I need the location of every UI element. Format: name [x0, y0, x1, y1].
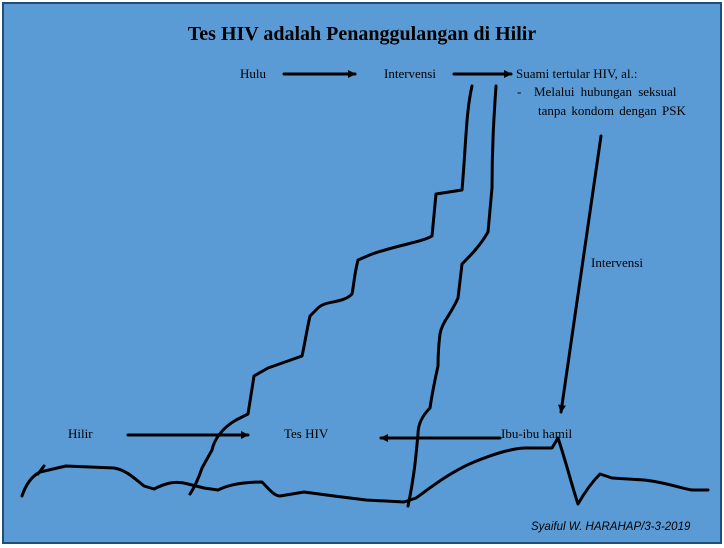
label-hulu: Hulu	[240, 66, 266, 81]
ground-tick	[36, 464, 46, 476]
river-right-bank	[406, 84, 498, 508]
label-tes-hiv: Tes HIV	[284, 426, 329, 441]
bullet-line-2: tanpa kondom dengan PSK	[538, 103, 686, 118]
label-intervensi-top: Intervensi	[384, 66, 436, 81]
label-intervensi-right: Intervensi	[591, 255, 643, 270]
river-diagram	[20, 70, 710, 508]
page-title: Tes HIV adalah Penanggulangan di Hilir	[187, 23, 537, 45]
arrow-suami-ibu	[558, 134, 603, 414]
label-hilir: Hilir	[68, 426, 93, 441]
ground-line	[20, 436, 710, 506]
author-credit: Syaiful W. HARAHAP/3-3-2019	[531, 521, 691, 533]
river-left-bank	[188, 84, 474, 496]
bullet-line-1: Melalui hubungan seksual	[534, 84, 677, 99]
bullet-dash: -	[517, 84, 522, 99]
label-ibu-hamil: Ibu-ibu hamil	[501, 426, 573, 441]
label-suami: Suami tertular HIV, al.:	[516, 66, 638, 81]
